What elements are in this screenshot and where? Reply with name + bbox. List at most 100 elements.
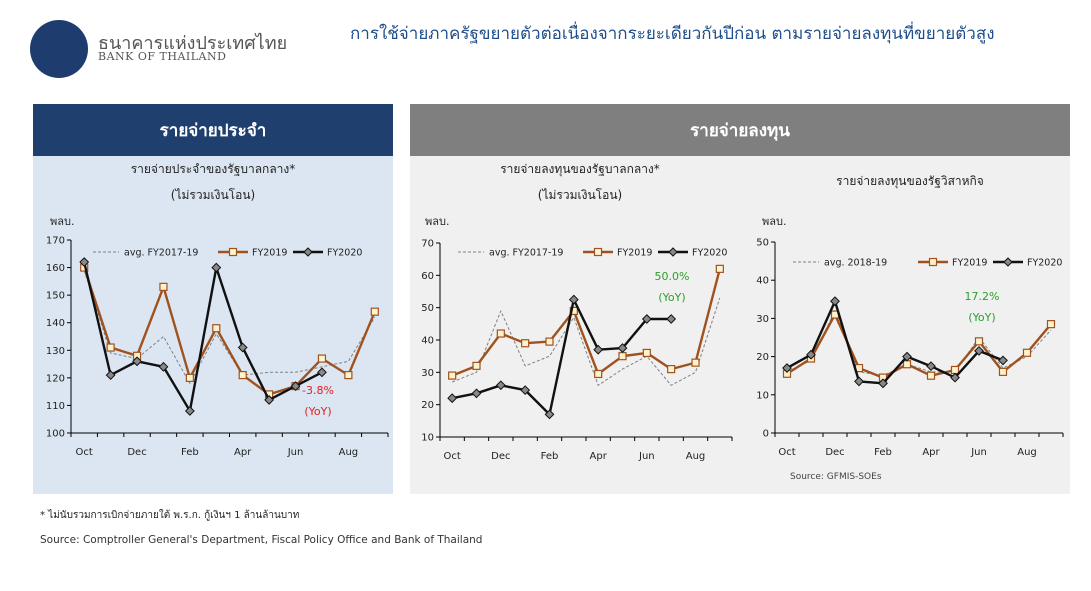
y-tick-label: 160 <box>46 263 65 274</box>
capital-expenditure-header: รายจ่ายลงทุน <box>410 104 1070 156</box>
fy2019-point <box>715 264 724 273</box>
legend-label: FY2019 <box>952 258 987 269</box>
footnote: * ไม่นับรวมการเบิกจ่ายภายใต้ พ.ร.ก. กู้เ… <box>40 510 300 521</box>
fy2020-point <box>184 406 195 416</box>
fy2020-point <box>317 367 327 378</box>
y-tick-label: 0 <box>763 429 769 440</box>
fy2019-point <box>212 324 221 333</box>
fy2019-point <box>902 360 912 369</box>
series-line-2 <box>83 261 323 413</box>
fy2019-point <box>521 339 530 348</box>
fy2019-point <box>618 352 627 361</box>
y-tick-label: 40 <box>756 276 769 287</box>
bank-name-th: ธนาคารแห่งประเทศไทย <box>98 33 288 54</box>
yoy-label: (YoY) <box>968 311 995 324</box>
fy2020-point <box>593 344 604 355</box>
legend-label: FY2019 <box>617 248 652 259</box>
source-soe: Source: GFMIS-SOEs <box>790 472 882 482</box>
fy2019-point <box>998 367 1008 376</box>
fy2019-point <box>1022 348 1032 357</box>
page-headline: การใช้จ่ายภาครัฐขยายตัวต่อเนื่องจากระยะเ… <box>350 24 995 44</box>
x-tick-label: Dec <box>825 447 844 458</box>
fy2019-point <box>642 348 651 358</box>
fy2020-point <box>641 314 652 324</box>
fy2020-point <box>902 351 912 362</box>
y-tick-label: 130 <box>46 346 65 357</box>
x-tick-label: Jun <box>638 451 655 462</box>
fy2020-point <box>878 378 888 389</box>
legend-label: FY2020 <box>692 248 727 259</box>
series-line-0 <box>452 297 721 386</box>
fy2019-point <box>594 369 603 379</box>
legend-label: avg. FY2017-19 <box>489 248 563 259</box>
fy2019-point <box>448 371 457 380</box>
y-tick-label: 10 <box>421 433 434 444</box>
yoy-value: -3.8% <box>302 384 334 397</box>
fy2020-point <box>568 294 579 305</box>
x-tick-label: Apr <box>590 451 608 462</box>
fy2019-point <box>185 373 194 382</box>
fy2020-point <box>544 409 555 420</box>
fy2020-point <box>926 361 936 372</box>
fy2019-point <box>950 365 960 375</box>
legend-label: FY2020 <box>1027 258 1062 269</box>
y-tick-label: 100 <box>46 429 65 440</box>
chart1-subtitle: (ไม่รวมเงินโอน) <box>170 188 256 202</box>
legend-label: avg. FY2017-19 <box>124 248 198 259</box>
legend-label: avg. 2018-19 <box>824 258 887 269</box>
x-tick-label: Apr <box>922 447 940 458</box>
chart1-ylabel: พลบ. <box>50 215 75 228</box>
fy2020-point <box>806 349 816 360</box>
chart2-subtitle: (ไม่รวมเงินโอน) <box>537 188 623 202</box>
fy2020-point <box>998 355 1008 366</box>
fy2019-point <box>545 337 554 346</box>
yoy-label: (YoY) <box>658 291 685 304</box>
x-tick-label: Jun <box>287 447 304 458</box>
fy2019-point <box>238 371 247 380</box>
legend-label: FY2020 <box>327 248 362 259</box>
y-tick-label: 140 <box>46 318 65 329</box>
series-line-2 <box>786 300 1004 385</box>
chart-current-expenditure: 100 110 120 130 140 150 160 170 Oct Dec Feb Apr Jun A… <box>46 236 389 458</box>
fy2019-point <box>159 282 168 291</box>
legend-fy2020-marker <box>1003 257 1013 267</box>
chart2-ylabel: พลบ. <box>425 215 450 228</box>
yoy-label: (YoY) <box>304 405 331 418</box>
x-tick-label: Feb <box>541 451 559 462</box>
fy2020-point <box>211 262 222 273</box>
fy2019-point <box>370 307 379 316</box>
fy2020-point <box>666 314 677 324</box>
legend-fy2019-marker <box>228 247 238 257</box>
fy2019-point <box>496 329 505 338</box>
fy2020-point <box>79 257 90 267</box>
fy2020-point <box>471 388 482 399</box>
fy2020-point <box>447 393 458 404</box>
y-tick-label: 150 <box>46 291 65 302</box>
yoy-value: 50.0% <box>655 270 690 283</box>
x-tick-label: Aug <box>339 447 359 458</box>
chart2-title: รายจ่ายลงทุนของรัฐบาลกลาง* <box>500 162 660 176</box>
fy2019-point <box>317 354 327 363</box>
fy2020-point <box>132 356 142 367</box>
fy2020-point <box>974 345 984 356</box>
y-tick-label: 70 <box>421 239 434 250</box>
legend-fy2019-marker <box>928 257 938 267</box>
fy2019-point <box>106 343 115 352</box>
fy2020-point <box>158 361 169 372</box>
y-tick-label: 50 <box>421 303 434 314</box>
x-tick-label: Jun <box>970 447 987 458</box>
series-line-0 <box>83 270 376 384</box>
fy2019-point <box>926 371 936 380</box>
y-tick-label: 30 <box>756 314 769 325</box>
fy2019-point <box>667 365 676 374</box>
fy2019-point <box>1046 320 1056 329</box>
fy2020-point <box>290 381 301 392</box>
bank-logo <box>30 20 88 78</box>
y-tick-label: 40 <box>421 336 434 347</box>
series-line-0 <box>786 310 1052 377</box>
fy2019-point <box>691 358 700 367</box>
chart1-title: รายจ่ายประจำของรัฐบาลกลาง* <box>130 162 296 176</box>
x-tick-label: Apr <box>234 447 252 458</box>
legend-fy2020-marker <box>668 247 678 257</box>
x-tick-label: Feb <box>874 447 892 458</box>
